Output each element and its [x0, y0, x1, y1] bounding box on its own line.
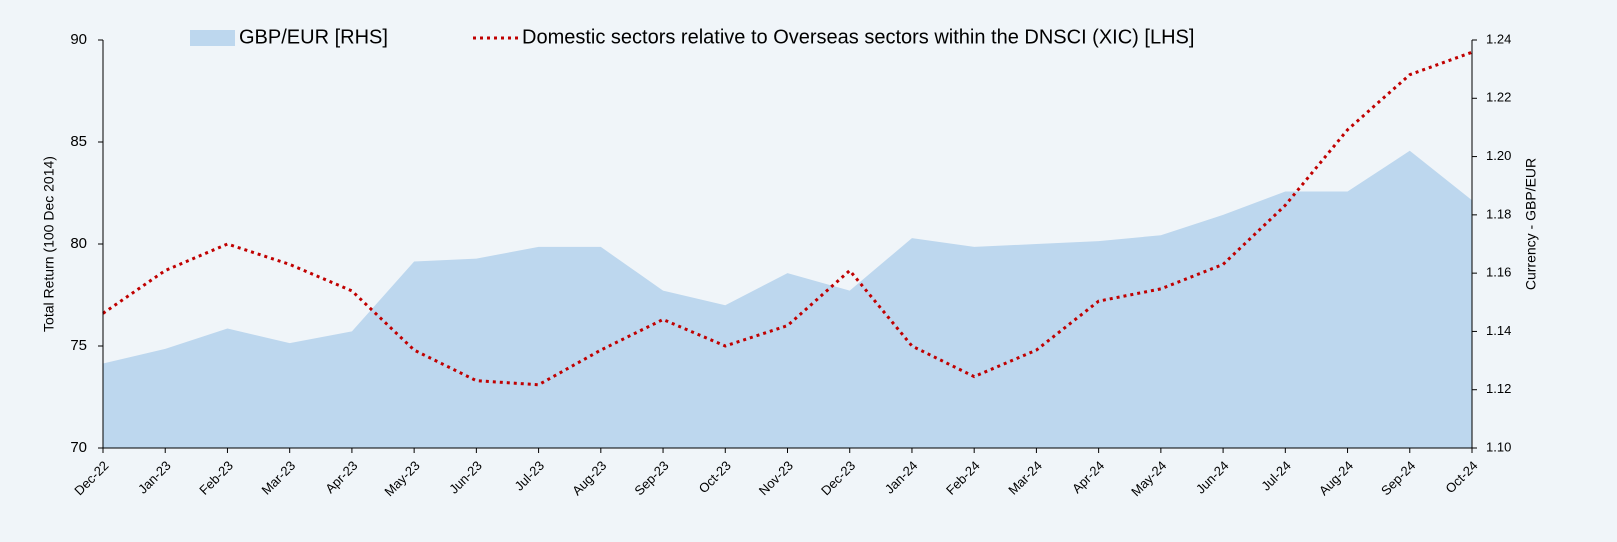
y2-axis-title: Currency - GBP/EUR: [1523, 158, 1539, 290]
line: [102, 50, 1473, 387]
area: [103, 150, 1472, 448]
y2-tick-label: 1.22: [1486, 90, 1511, 105]
y-tick-label: 85: [70, 133, 87, 150]
y-tick-label: 80: [70, 235, 87, 252]
y2-tick-label: 1.20: [1486, 148, 1511, 163]
y-axis-title: Total Return (100 Dec 2014): [41, 156, 57, 332]
y2-tick-label: 1.12: [1486, 381, 1511, 396]
y2-tick-label: 1.24: [1486, 31, 1511, 46]
y-tick-label: 70: [70, 439, 87, 456]
legend-label: Domestic sectors relative to Overseas se…: [522, 26, 1194, 48]
y2-tick-label: 1.14: [1486, 323, 1511, 338]
y2-tick-label: 1.10: [1486, 439, 1511, 454]
y-tick-label: 75: [70, 337, 87, 354]
y2-tick-label: 1.18: [1486, 206, 1511, 221]
y-tick-label: 90: [70, 31, 87, 48]
legend-label: GBP/EUR [RHS]: [239, 26, 388, 48]
legend-swatch: [190, 30, 235, 46]
y2-tick-label: 1.16: [1486, 265, 1511, 280]
